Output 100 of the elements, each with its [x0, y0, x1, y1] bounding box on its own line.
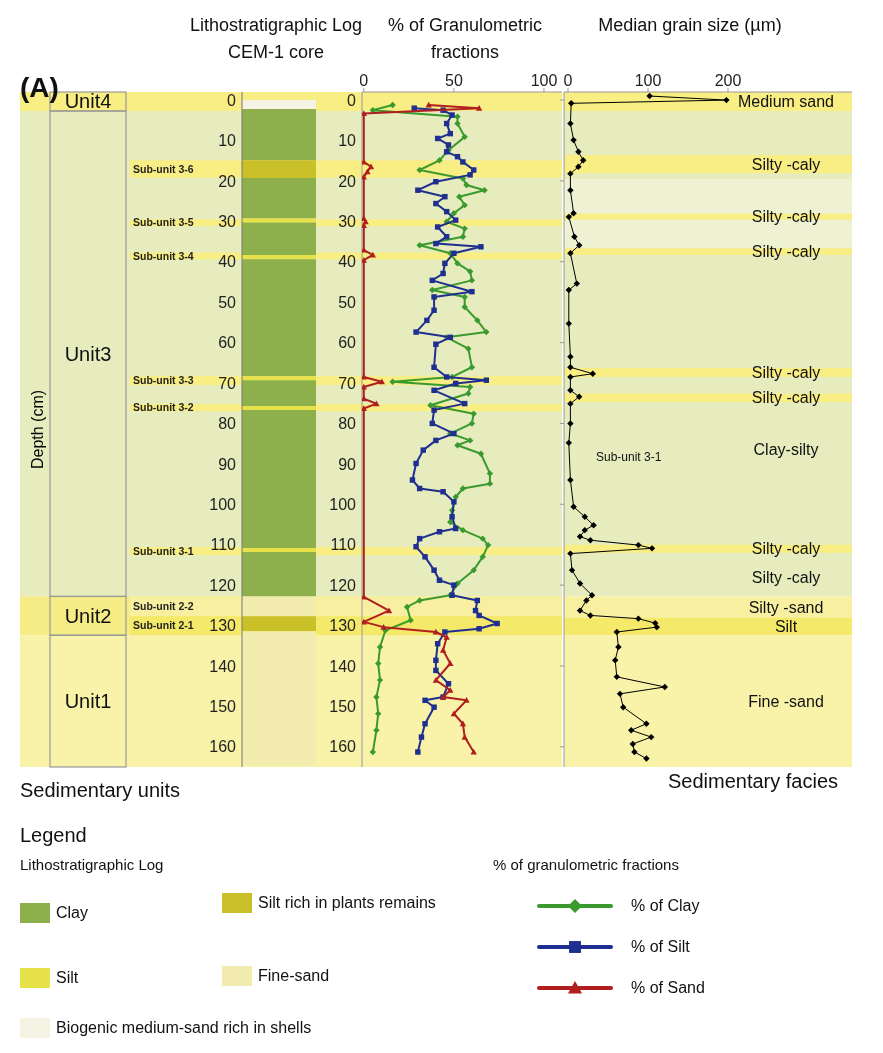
- y-tick-label: 0: [227, 91, 237, 109]
- bar: [242, 218, 316, 223]
- point: [568, 100, 575, 107]
- x-tick-label: 200: [714, 72, 742, 89]
- y-tick-label: 40: [338, 253, 357, 271]
- y-tick-label: 140: [329, 657, 357, 675]
- band-label: Unit3: [64, 342, 112, 365]
- point: [567, 364, 574, 371]
- point: [583, 597, 590, 604]
- point: [648, 545, 656, 552]
- band-label: Sub-unit 3-1: [133, 544, 194, 557]
- point: [571, 233, 578, 240]
- bar: [242, 410, 316, 548]
- band-label: Unit2: [64, 604, 112, 627]
- point: [570, 503, 577, 510]
- bar: [242, 547, 316, 552]
- legend-label: % of Sand: [631, 978, 705, 997]
- point: [573, 280, 580, 287]
- point: [576, 241, 583, 249]
- y-tick-label: 50: [338, 293, 357, 311]
- y-tick-label: 10: [218, 132, 237, 150]
- point: [588, 592, 596, 599]
- point: [613, 628, 620, 636]
- point: [613, 673, 620, 681]
- y-tick-label: 30: [218, 213, 237, 231]
- point: [570, 210, 577, 217]
- point: [567, 420, 574, 427]
- point: [723, 96, 730, 104]
- point: [567, 387, 574, 394]
- point: [628, 727, 635, 734]
- point: [567, 550, 574, 557]
- point: [576, 533, 584, 540]
- legend-label: Clay: [56, 904, 89, 922]
- legend-title: % of granulometric fractions: [493, 856, 680, 873]
- legend-label: Biogenic medium-sand rich in shells: [56, 1019, 312, 1037]
- bar: [242, 406, 316, 411]
- point: [580, 157, 587, 164]
- point: [635, 615, 642, 622]
- y-tick-label: 100: [209, 495, 237, 513]
- bar: [242, 596, 316, 617]
- point: [646, 92, 653, 100]
- x-tick-label: 50: [444, 72, 463, 89]
- band-label: Sub-unit 3-5: [133, 216, 194, 229]
- point: [590, 522, 597, 529]
- y-tick-label: 60: [218, 334, 237, 352]
- band-label: Silty -caly: [751, 243, 821, 261]
- point: [576, 393, 583, 400]
- y-tick-label: 60: [338, 334, 357, 352]
- point: [615, 643, 622, 651]
- point: [575, 148, 582, 156]
- y-tick-label: 150: [329, 698, 357, 716]
- y-tick-label: 100: [329, 495, 357, 513]
- point: [567, 250, 574, 257]
- bar: [242, 551, 316, 597]
- x-tick-label: 0: [359, 72, 369, 89]
- band-label: Sub-unit 3-6: [133, 162, 194, 175]
- text: Legend: [20, 823, 87, 848]
- band-label: Silty -caly: [751, 364, 821, 382]
- point: [581, 513, 588, 521]
- bar: [242, 259, 316, 377]
- band-label: Silty -caly: [751, 389, 821, 407]
- y-tick-label: 80: [338, 415, 357, 433]
- y-tick-label: 140: [209, 657, 237, 675]
- y-tick-label: 110: [330, 536, 357, 554]
- legend-label: Silt rich in plants remains: [258, 894, 436, 912]
- point: [567, 373, 574, 381]
- band-label: Sub-unit 3-3: [133, 374, 194, 387]
- point: [567, 400, 574, 407]
- band-label: Sub-unit 2-2: [133, 600, 194, 613]
- point: [629, 740, 636, 748]
- y-tick-label: 160: [329, 738, 357, 756]
- y-tick-label: 120: [329, 576, 357, 594]
- band-label: Fine -sand: [748, 692, 824, 710]
- point: [568, 566, 576, 574]
- bar: [242, 100, 316, 109]
- y-tick-label: 20: [218, 172, 237, 190]
- point: [567, 476, 574, 484]
- point: [643, 720, 650, 727]
- y-tick-label: 0: [347, 91, 357, 109]
- chart-title: Median grain size (µm): [598, 15, 782, 35]
- legend-label: Fine-sand: [258, 967, 330, 985]
- point: [631, 748, 638, 756]
- annotation: Sub-unit 3-1: [596, 450, 662, 465]
- point: [616, 690, 624, 698]
- y-tick-label: 130: [329, 617, 357, 635]
- point: [565, 213, 572, 221]
- text: Sedimentary units: [20, 778, 181, 803]
- y-tick-label: 160: [209, 738, 237, 756]
- bar: [242, 376, 316, 381]
- legend-label: % of Silt: [631, 937, 690, 956]
- text: (A): [20, 71, 59, 105]
- point: [567, 120, 574, 127]
- bar: [242, 160, 316, 179]
- x-tick-label: 100: [530, 72, 558, 89]
- point: [565, 286, 572, 294]
- bar: [242, 616, 316, 632]
- y-tick-label: 10: [338, 132, 357, 150]
- point: [576, 607, 584, 614]
- point: [565, 439, 572, 447]
- band-label: Unit1: [64, 690, 112, 713]
